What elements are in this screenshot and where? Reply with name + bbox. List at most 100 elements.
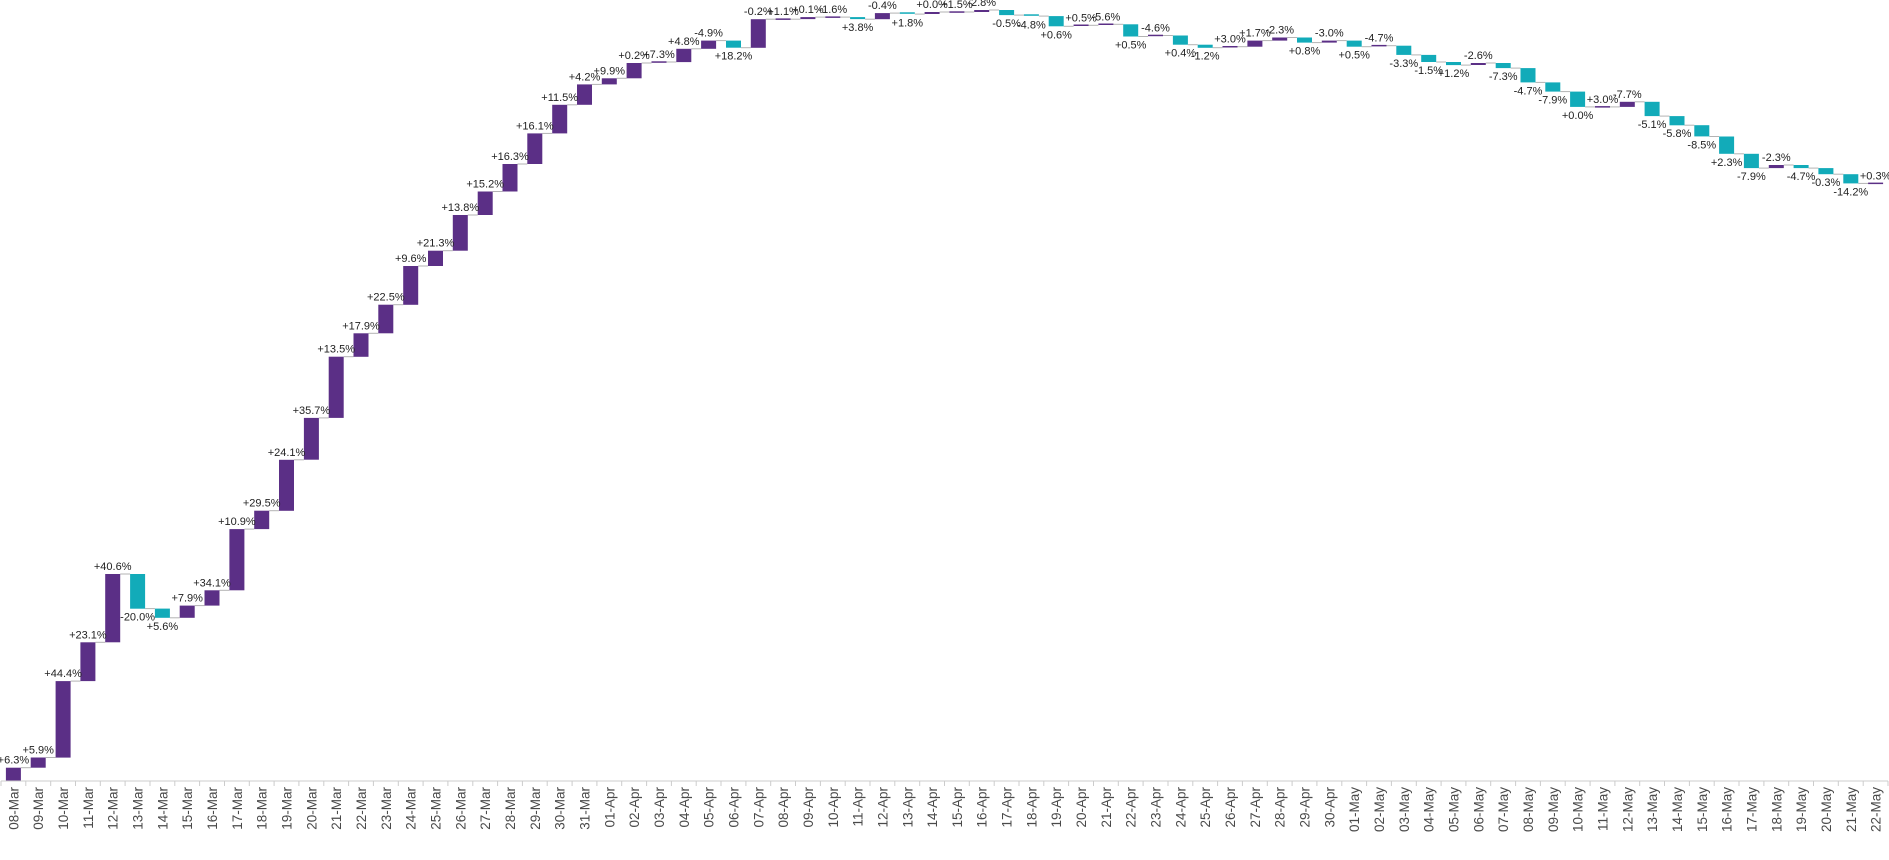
x-tick-label: 24-Apr (1173, 787, 1188, 828)
x-tick-label: 30-Mar (553, 787, 568, 830)
data-label: +3.0% (1587, 94, 1619, 106)
bar-09-Mar (30, 757, 46, 768)
x-tick-label: 08-May (1521, 787, 1536, 832)
x-tick-label: 10-Mar (56, 787, 71, 830)
x-tick-label: 19-Apr (1049, 787, 1064, 828)
x-tick-label: 07-Apr (751, 787, 766, 828)
bar-21-May (1843, 174, 1859, 184)
x-tick-label: 05-Apr (702, 787, 717, 828)
data-label: -4.8% (1017, 20, 1046, 32)
data-label: -4.7% (1787, 171, 1816, 183)
bar-16-May (1719, 136, 1735, 154)
bar-13-Apr (899, 12, 915, 14)
x-tick-label: 13-Mar (131, 787, 146, 830)
x-tick-label: 09-May (1546, 787, 1561, 832)
data-label-group: +6.3%+5.9% +44.4% +23.1% +40.6% -20.0%+5.6% +… (0, 0, 1889, 767)
bar-08-Mar (5, 767, 21, 781)
bar-16-Apr (974, 10, 990, 12)
x-tick-label: 18-Mar (255, 787, 270, 830)
x-tick-label: 23-Apr (1149, 787, 1164, 828)
x-tick-label: 26-Apr (1223, 787, 1238, 828)
x-tick-label: 11-May (1596, 787, 1611, 831)
bar-16-Mar (204, 590, 220, 606)
bar-14-Apr (924, 12, 940, 14)
bar-18-Mar (254, 510, 270, 530)
data-label: -2.6% (1464, 50, 1493, 62)
bar-06-May (1470, 63, 1486, 65)
x-tick-label: 12-Mar (106, 787, 121, 830)
data-label: +40.6% (94, 561, 132, 573)
data-label: +5.6% (147, 621, 179, 633)
x-tick-label: 05-May (1447, 787, 1462, 832)
x-tick-label: 19-May (1794, 787, 1809, 832)
x-tick-label: 08-Apr (776, 787, 791, 828)
data-label: +4.8% (668, 36, 700, 48)
bar-15-May (1694, 125, 1710, 137)
x-tick-label: 12-May (1620, 787, 1635, 832)
bar-04-May (1421, 54, 1437, 62)
data-label: +16.3% (491, 151, 529, 163)
x-tick-label: 17-Apr (1000, 787, 1015, 828)
bar-21-Apr (1098, 23, 1114, 25)
data-label: -0.4% (868, 0, 897, 12)
data-label: +0.4% (1165, 48, 1197, 60)
data-label: +0.1% (792, 4, 824, 16)
x-tick-label: 15-May (1695, 787, 1710, 832)
data-label: +29.5% (243, 498, 281, 510)
bar-23-Mar (378, 304, 394, 334)
data-label: +0.5% (1338, 50, 1370, 62)
bar-11-Apr (850, 17, 866, 20)
data-label: +11.5% (541, 92, 578, 104)
tick-mark-group (0, 781, 1889, 786)
data-label: +18.2% (715, 51, 753, 63)
x-tick-label: 21-Mar (329, 787, 344, 830)
x-tick-label: 21-Apr (1099, 787, 1114, 828)
x-tick-label: 31-Mar (578, 787, 593, 830)
x-tick-label: 21-May (1844, 787, 1859, 832)
bar-20-Mar (303, 417, 319, 460)
x-tick-label: 20-May (1819, 787, 1834, 832)
bar-03-Apr (651, 61, 667, 63)
data-label: +15.2% (466, 179, 504, 191)
data-label: +17.9% (342, 320, 380, 332)
bar-30-Apr (1321, 40, 1337, 43)
x-tick-label: 29-Apr (1298, 787, 1313, 828)
bar-24-Apr (1172, 35, 1188, 45)
bar-09-May (1545, 82, 1561, 92)
bar-10-Mar (55, 681, 71, 758)
data-label: +1.8% (892, 18, 924, 30)
bar-04-Apr (676, 48, 692, 63)
data-label: -7.3% (1489, 71, 1518, 83)
bar-18-May (1768, 165, 1784, 169)
x-tick-label: 28-Apr (1273, 787, 1288, 828)
x-tick-label: 03-Apr (652, 787, 667, 828)
data-label: +3.0% (1214, 34, 1246, 46)
x-tick-label: 04-May (1422, 787, 1437, 832)
bar-18-Apr (1023, 14, 1039, 16)
data-label: -20.0% (120, 612, 155, 624)
data-label: -4.7% (1514, 85, 1543, 97)
x-tick-label: 12-Apr (875, 787, 890, 828)
data-label: -14.2% (1833, 186, 1868, 198)
bar-19-Mar (279, 459, 294, 511)
data-label: +1.7% (1239, 28, 1271, 40)
x-tick-label: 09-Apr (801, 787, 816, 828)
bar-19-Apr (1048, 16, 1064, 27)
x-tick-label: 06-Apr (727, 787, 742, 828)
x-tick-label: 14-Mar (155, 787, 170, 830)
data-label: -4.9% (694, 28, 723, 40)
data-label: -1.6% (818, 4, 847, 16)
bar-07-May (1495, 63, 1511, 69)
data-label: +0.0% (916, 0, 948, 11)
x-tick-label: 02-Apr (627, 787, 642, 828)
x-tick-label: 13-Apr (900, 787, 915, 828)
data-label: +24.1% (268, 447, 306, 459)
bar-12-Mar (105, 574, 121, 643)
data-label: +21.3% (417, 238, 455, 250)
x-tick-label: 22-Mar (354, 787, 369, 830)
bar-10-Apr (825, 16, 841, 18)
x-tick-label: 15-Mar (180, 787, 195, 830)
bar-17-Mar (229, 529, 245, 591)
